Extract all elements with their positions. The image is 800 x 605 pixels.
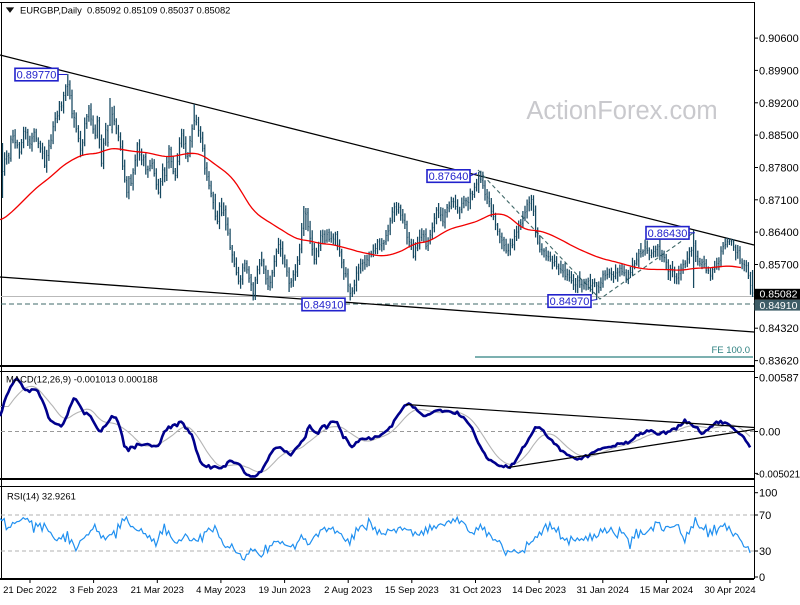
svg-text:0.85082: 0.85082 <box>760 289 798 301</box>
svg-text:31 Jan 2024: 31 Jan 2024 <box>577 585 629 596</box>
svg-text:0.87100: 0.87100 <box>759 195 799 207</box>
svg-text:2 Aug 2023: 2 Aug 2023 <box>324 585 372 596</box>
svg-text:0.86400: 0.86400 <box>759 227 799 239</box>
svg-text:MACD(12,26,9) -0.001013 0.0001: MACD(12,26,9) -0.001013 0.000188 <box>6 374 158 385</box>
svg-text:70: 70 <box>759 510 771 522</box>
svg-text:0.85700: 0.85700 <box>759 260 799 272</box>
svg-text:100: 100 <box>759 488 777 500</box>
svg-text:0.00587: 0.00587 <box>759 373 799 385</box>
svg-text:21 Dec 2022: 21 Dec 2022 <box>3 585 57 596</box>
svg-text:EURGBP,Daily 0.85092 0.85109: EURGBP,Daily 0.85092 0.85109 0.85037 0.8… <box>20 5 230 16</box>
svg-text:21 Mar 2023: 21 Mar 2023 <box>131 585 184 596</box>
svg-text:0.84910: 0.84910 <box>760 300 798 312</box>
svg-text:0.89900: 0.89900 <box>759 65 799 77</box>
svg-text:0.00: 0.00 <box>759 427 780 439</box>
svg-text:-0.005021: -0.005021 <box>756 469 800 480</box>
svg-text:FE 100.0: FE 100.0 <box>711 345 750 356</box>
svg-text:31 Oct 2023: 31 Oct 2023 <box>450 585 502 596</box>
svg-text:0: 0 <box>759 572 765 584</box>
svg-text:0.88500: 0.88500 <box>759 130 799 142</box>
svg-text:0.84910: 0.84910 <box>304 299 344 311</box>
svg-text:3 Feb 2023: 3 Feb 2023 <box>70 585 118 596</box>
svg-text:15 Mar 2024: 15 Mar 2024 <box>640 585 693 596</box>
svg-text:15 Sep 2023: 15 Sep 2023 <box>385 585 439 596</box>
svg-text:4 May 2023: 4 May 2023 <box>196 585 246 596</box>
svg-text:14 Dec 2023: 14 Dec 2023 <box>512 585 566 596</box>
svg-text:19 Jun 2023: 19 Jun 2023 <box>258 585 310 596</box>
svg-text:RSI(14) 32.9261: RSI(14) 32.9261 <box>7 491 76 502</box>
svg-text:0.89200: 0.89200 <box>759 98 799 110</box>
svg-text:0.87640: 0.87640 <box>429 171 469 183</box>
svg-text:30: 30 <box>759 546 771 558</box>
svg-text:0.86430: 0.86430 <box>648 228 688 240</box>
svg-text:0.89770: 0.89770 <box>17 70 57 82</box>
svg-text:30 Apr 2024: 30 Apr 2024 <box>704 585 755 596</box>
svg-text:0.84320: 0.84320 <box>759 323 799 335</box>
svg-text:0.90600: 0.90600 <box>759 33 799 45</box>
svg-text:0.84970: 0.84970 <box>550 296 590 308</box>
svg-text:ActionForex.com: ActionForex.com <box>526 97 717 125</box>
svg-text:0.87800: 0.87800 <box>759 163 799 175</box>
svg-text:0.83620: 0.83620 <box>759 356 799 368</box>
